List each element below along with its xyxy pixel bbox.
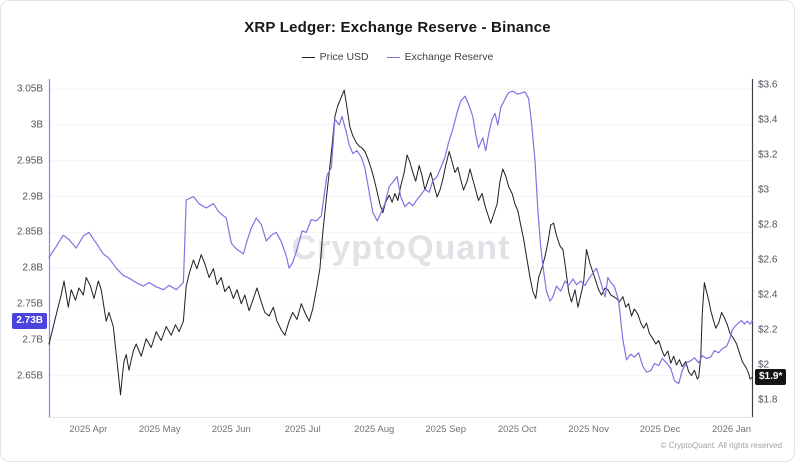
y-right-tick-label: $3	[758, 184, 770, 196]
y-right-tick-label: $3.4	[758, 114, 778, 126]
legend-item-price[interactable]: Price USD	[301, 51, 369, 63]
x-tick-label: 2025 Sep	[425, 424, 466, 435]
legend-label-reserve: Exchange Reserve	[404, 51, 494, 63]
y-left-tick-label: 2.75B	[16, 298, 43, 310]
y-right-tick-label: $3.2	[758, 149, 778, 161]
x-tick-label: 2025 Dec	[639, 424, 681, 435]
y-right-tick-label: $2.4	[758, 289, 778, 301]
x-tick-label: 2025 May	[138, 424, 181, 435]
y-left-tick-label: 2.65B	[16, 370, 43, 382]
y-left-tick-label: 2.85B	[16, 226, 43, 238]
y-left-tick-label: 2.7B	[22, 334, 43, 346]
y-right-tick-label: $2.2	[758, 324, 778, 336]
x-tick-label: 2025 Jul	[284, 424, 321, 435]
y-right-tick-label: $3.6	[758, 79, 778, 91]
y-left-tick-label: 2.8B	[22, 262, 43, 274]
y-right-tick-label: $2	[758, 359, 770, 371]
copyright-text: © CryptoQuant. All rights reserved	[660, 441, 783, 450]
legend-item-reserve[interactable]: Exchange Reserve	[386, 51, 494, 63]
reserve-line	[48, 90, 753, 385]
y-left-tick-label: 2.95B	[16, 155, 43, 167]
x-tick-label: 2026 Jan	[712, 424, 752, 435]
page-title: XRP Ledger: Exchange Reserve - Binance	[244, 19, 551, 36]
y-right-tick-label: $2.8	[758, 219, 778, 231]
legend-label-price: Price USD	[319, 51, 369, 63]
reserve-line-swatch-icon	[386, 56, 400, 58]
plot-area: CryptoQuant	[48, 79, 754, 418]
price-line-swatch-icon	[301, 56, 315, 58]
x-tick-label: 2025 Oct	[497, 424, 537, 435]
x-tick-label: 2025 Apr	[69, 424, 108, 435]
x-tick-label: 2025 Aug	[354, 424, 395, 435]
x-tick-label: 2025 Jun	[211, 424, 251, 435]
chart-canvas	[48, 79, 754, 418]
legend: Price USD Exchange Reserve	[1, 51, 794, 63]
y-left-tick-label: 3.05B	[16, 83, 43, 95]
price-last-value-badge: $1.9*	[755, 369, 787, 386]
y-right-tick-label: $1.8	[758, 394, 778, 406]
y-left-tick-label: 3B	[30, 119, 43, 131]
price-line	[48, 89, 753, 396]
y-left-tick-label: 2.9B	[22, 191, 43, 203]
reserve-last-value-badge: 2.73B	[12, 312, 47, 329]
y-right-tick-label: $2.6	[758, 254, 778, 266]
x-tick-label: 2025 Nov	[568, 424, 609, 435]
